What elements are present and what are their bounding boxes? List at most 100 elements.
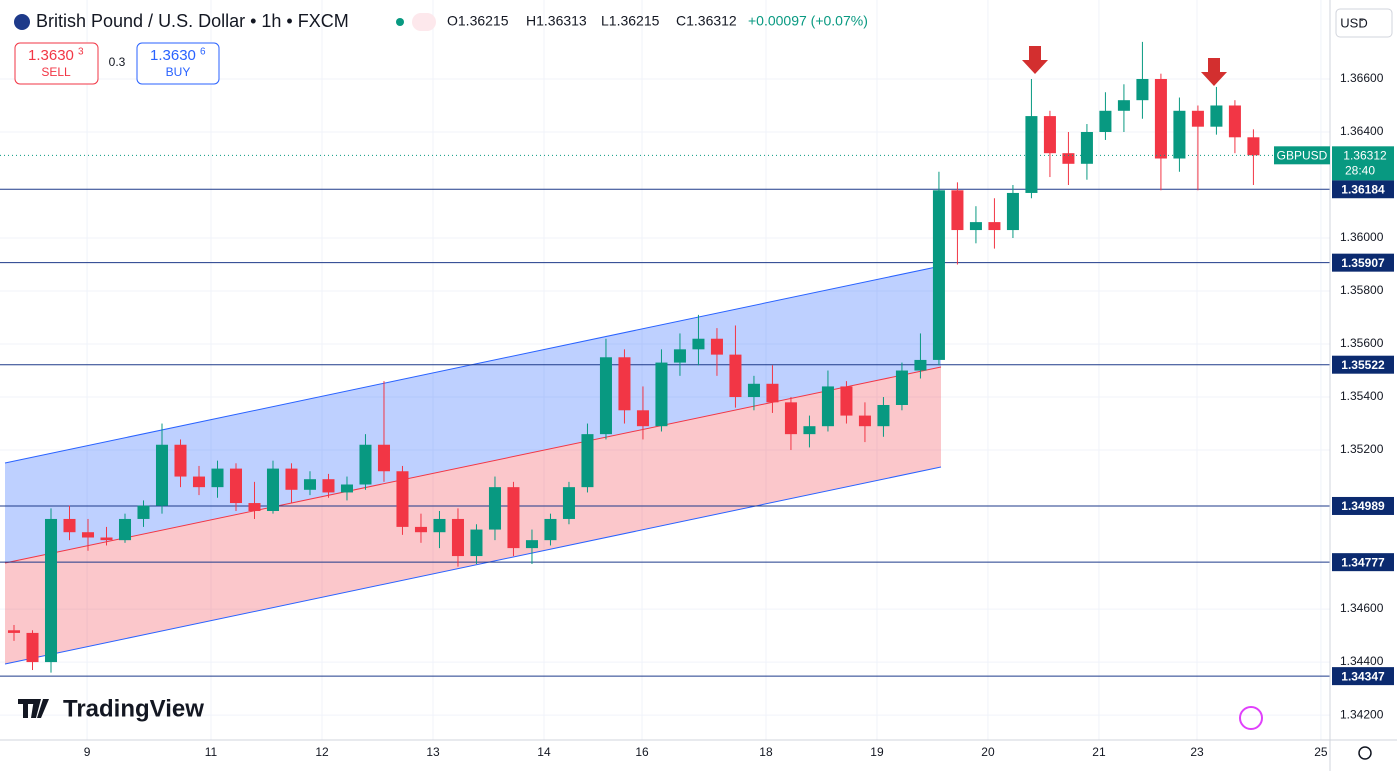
candle-body	[1136, 78, 1149, 101]
candle-body	[525, 540, 538, 549]
currency-button[interactable]	[1335, 8, 1393, 38]
candle-body	[1062, 153, 1075, 164]
x-tick-label: 13	[426, 745, 440, 759]
y-tick-label: 1.36400	[1340, 124, 1384, 138]
candle-body	[599, 357, 612, 435]
candle-body	[636, 410, 649, 427]
ohlc-change: +0.00097 (+0.07%)	[748, 13, 868, 29]
buy-button[interactable]	[136, 42, 220, 85]
level-label: 1.36184	[1341, 182, 1385, 196]
candle-body	[470, 529, 483, 557]
candle-body	[951, 190, 964, 231]
candle-body	[821, 386, 834, 427]
ohlc-low: L1.36215	[601, 13, 660, 29]
candle-body	[285, 468, 298, 490]
level-label-box	[1332, 496, 1394, 515]
x-tick-label: 25	[1314, 745, 1328, 759]
candle-body	[858, 415, 871, 427]
candle-body	[322, 479, 335, 493]
candle-body	[44, 518, 58, 663]
x-tick-label: 20	[981, 745, 995, 759]
candle-body	[618, 357, 631, 411]
last-price-label: 1.36312	[1343, 148, 1387, 162]
candle-body	[266, 468, 279, 512]
x-tick-label: 21	[1092, 745, 1106, 759]
candle-body	[895, 370, 908, 405]
level-label-box	[1332, 253, 1394, 272]
spread: 0.3	[109, 55, 126, 69]
symbol-title: British Pound / U.S. Dollar • 1h • FXCM	[36, 11, 349, 31]
candle-body	[1006, 192, 1019, 231]
candle-body	[729, 354, 742, 398]
y-tick-label: 1.35400	[1340, 389, 1384, 403]
candle-body	[1025, 116, 1038, 193]
candle-body	[396, 471, 409, 527]
y-tick-label: 1.34200	[1340, 707, 1384, 721]
candle-body	[1043, 116, 1056, 154]
currency-caret: ⌄	[1359, 14, 1366, 23]
candle-body	[1210, 105, 1223, 127]
level-label: 1.35522	[1341, 358, 1385, 372]
x-tick-label: 18	[759, 745, 773, 759]
alert-icon[interactable]	[1239, 706, 1263, 730]
currency: USD	[1340, 15, 1367, 30]
logo-mark	[18, 699, 49, 718]
x-tick-label: 23	[1190, 745, 1204, 759]
candle-body	[914, 359, 927, 371]
candle-body	[877, 404, 890, 427]
candle-body	[211, 468, 224, 488]
candle-body	[932, 190, 945, 360]
candle-body	[581, 434, 594, 488]
candle-body	[803, 426, 816, 435]
ohlc-open: O1.36215	[447, 13, 509, 29]
channel-lower	[5, 367, 941, 664]
candle-body	[840, 386, 853, 416]
candle-body	[451, 518, 464, 557]
symbol-label-box	[1274, 146, 1330, 165]
x-tick-label: 9	[84, 745, 91, 759]
y-tick-label: 1.35600	[1340, 336, 1384, 350]
settings-icon[interactable]	[1358, 746, 1372, 760]
x-tick-label: 12	[315, 745, 329, 759]
buy-price: 1.3630	[150, 47, 196, 64]
candle-body	[229, 468, 242, 504]
last-price-box	[1332, 146, 1394, 181]
candle-body	[414, 526, 427, 533]
candle-body	[766, 383, 779, 403]
candle-body	[340, 484, 353, 493]
candle-body	[377, 444, 390, 472]
y-tick-label: 1.35200	[1340, 442, 1384, 456]
ohlc-high: H1.36313	[526, 13, 587, 29]
level-label: 1.34989	[1341, 499, 1385, 513]
candle-body	[155, 444, 169, 506]
candle-body	[562, 487, 575, 519]
candle-body	[673, 349, 686, 363]
candle-body	[1117, 100, 1130, 111]
candle-body	[81, 532, 95, 538]
sell-button[interactable]	[14, 42, 99, 85]
candle-body	[1154, 78, 1167, 159]
level-label-box	[1332, 667, 1394, 686]
buy-label: BUY	[166, 65, 191, 79]
level-label-box	[1332, 553, 1394, 572]
arrow-annotation	[1201, 58, 1227, 86]
candle-body	[655, 362, 668, 427]
arrow-annotation	[1022, 46, 1048, 74]
candle-body	[969, 222, 982, 231]
logo-text: TradingView	[63, 695, 204, 722]
candle-body	[710, 338, 723, 355]
sell-label: SELL	[41, 65, 71, 79]
candle-body	[544, 518, 557, 541]
candle-body	[174, 444, 187, 477]
symbol-label: GBPUSD	[1277, 148, 1328, 162]
candle-body	[433, 518, 446, 533]
ohlc-close: C1.36312	[676, 13, 737, 29]
candle-body	[359, 444, 372, 485]
level-label-box	[1332, 355, 1394, 374]
candle-body	[248, 503, 261, 512]
channel-line	[4, 366, 942, 564]
candle-body	[988, 222, 1001, 231]
candle-body	[1247, 137, 1260, 156]
candle-body	[26, 632, 39, 663]
level-label: 1.34347	[1341, 669, 1385, 683]
